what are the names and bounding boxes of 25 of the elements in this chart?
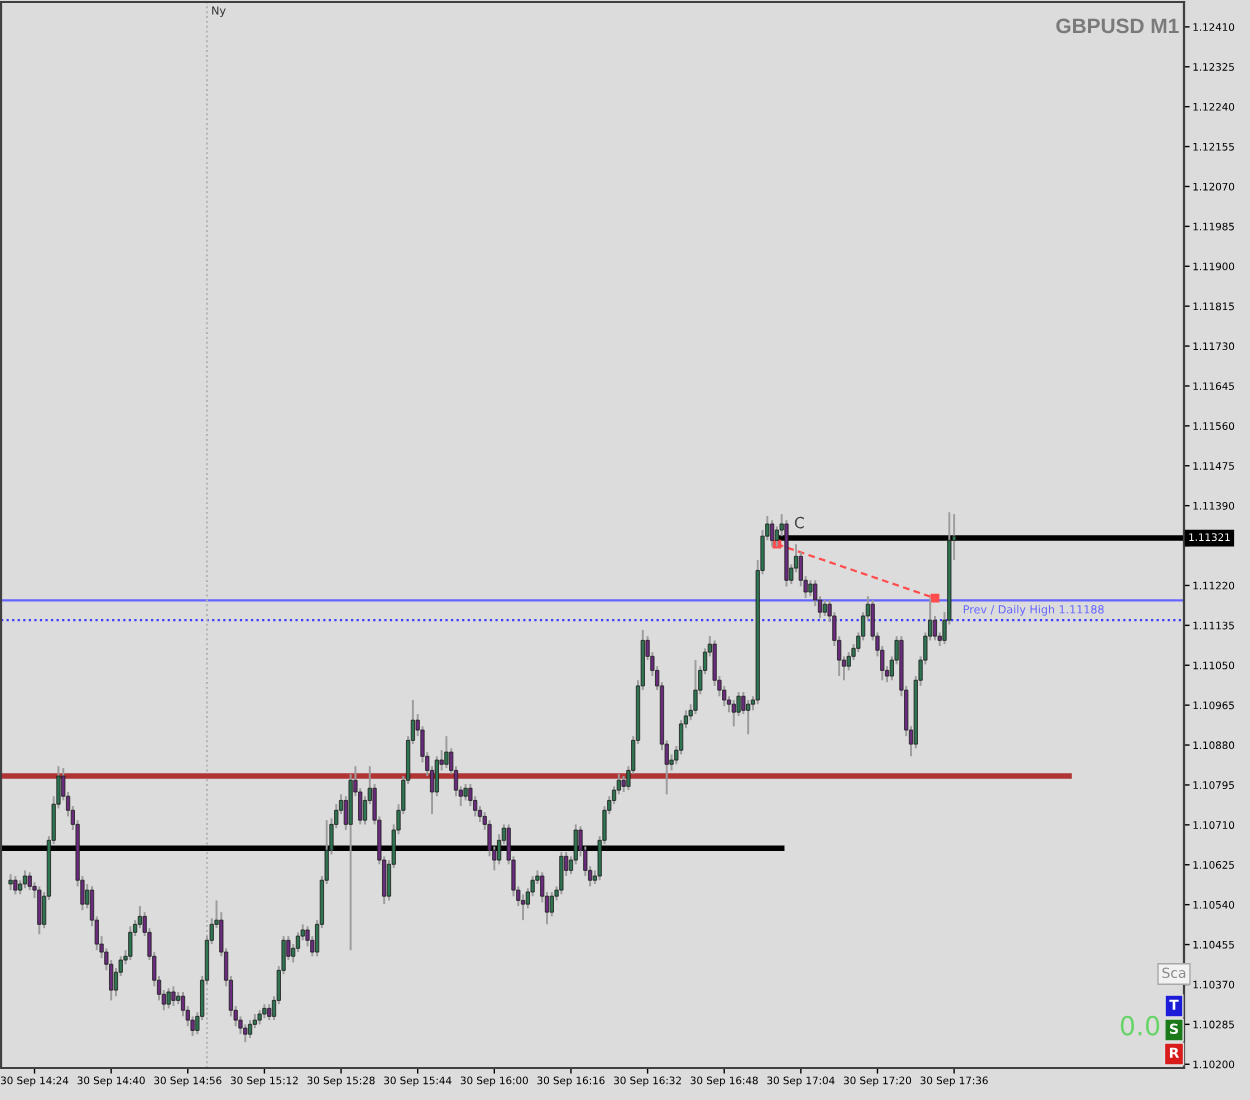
candlestick <box>616 773 621 796</box>
candlestick <box>746 699 751 736</box>
candlestick <box>846 651 851 672</box>
candlestick <box>468 783 473 808</box>
candlestick <box>166 987 171 1010</box>
candlestick <box>37 885 42 936</box>
annotation: 0.0 <box>1120 1015 1160 1036</box>
text: GBPUSD M1 <box>1056 18 1179 34</box>
candlestick <box>444 735 449 770</box>
candlestick <box>348 773 353 952</box>
candlestick <box>549 891 554 918</box>
candlestick <box>295 931 301 954</box>
candlestick <box>305 925 310 948</box>
candlestick <box>722 684 727 708</box>
candlestick <box>693 659 698 716</box>
candlestick <box>137 905 142 930</box>
candlestick <box>520 893 526 922</box>
candlestick <box>731 699 736 728</box>
candlestick <box>180 990 186 1018</box>
candlestick <box>770 519 775 548</box>
candlestick <box>13 875 18 896</box>
candlestick <box>128 925 133 962</box>
candlestick <box>573 823 578 866</box>
candlestick <box>559 851 564 896</box>
candlestick <box>171 985 176 1008</box>
